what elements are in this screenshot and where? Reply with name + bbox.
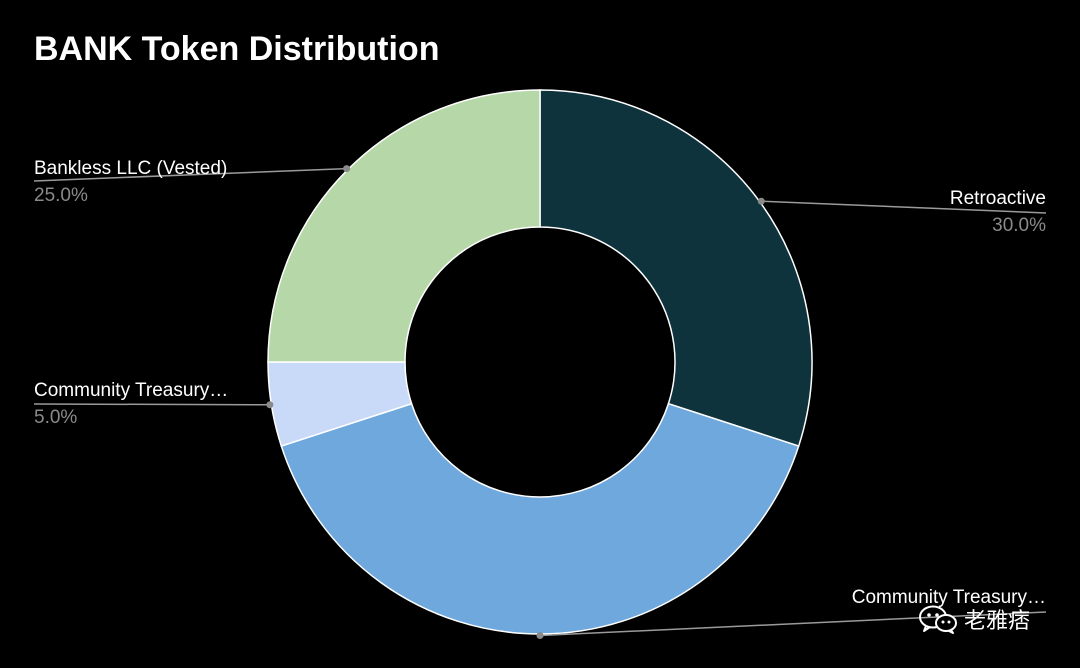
leader-line [33, 167, 347, 182]
donut-slice [539, 89, 813, 447]
wechat-icon [919, 605, 957, 634]
watermark-text: 老雅痞 [964, 609, 1031, 634]
slice-label-group: Retroactive 30.0% Community Treasury… Commu… [34, 158, 1046, 608]
watermark: 老雅痞 [918, 603, 1030, 635]
leader-line [539, 611, 1047, 637]
chart-title: BANK Token Distribution [34, 30, 440, 68]
leader-dot [757, 197, 765, 205]
slice-label: Community Treasury… [34, 380, 228, 401]
slice-label: Community Treasury… [852, 587, 1046, 608]
slice-percent-label: 5.0% [34, 407, 77, 428]
leader-line [33, 403, 270, 406]
slice-label: Bankless LLC (Vested) [34, 158, 227, 179]
leader-line-group [33, 165, 1047, 639]
slice-percent-label: 30.0% [992, 215, 1046, 236]
slice-label: Retroactive [950, 188, 1046, 209]
donut-slice [280, 402, 800, 635]
slice-percent-label: 25.0% [34, 185, 88, 206]
leader-line [761, 200, 1047, 214]
leader-dot [536, 632, 544, 639]
leader-dot [266, 401, 274, 409]
donut-slice [267, 89, 541, 363]
slice-group [267, 89, 813, 635]
leader-dot [343, 165, 351, 173]
